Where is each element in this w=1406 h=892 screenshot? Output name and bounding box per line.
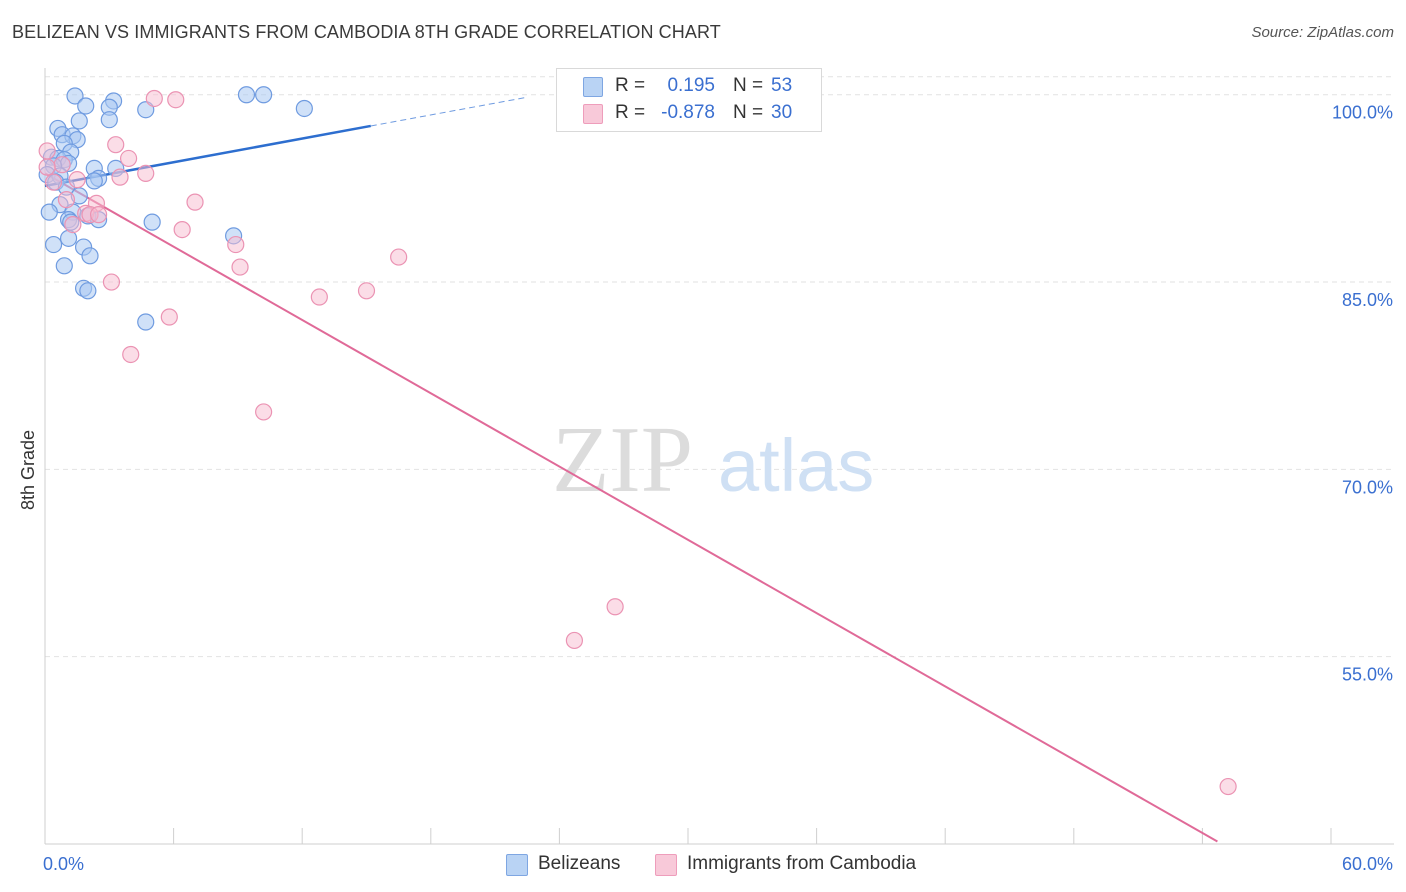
data-point-belizeans bbox=[66, 87, 84, 105]
data-point-cambodia bbox=[186, 193, 204, 211]
source-label: Source: ZipAtlas.com bbox=[1251, 24, 1394, 41]
x-tick-label: 60.0% bbox=[1342, 854, 1393, 874]
data-point-cambodia bbox=[145, 89, 163, 108]
data-point-cambodia bbox=[227, 235, 245, 254]
data-point-cambodia bbox=[231, 258, 249, 276]
y-axis-title: 8th Grade bbox=[18, 430, 38, 510]
data-point-cambodia bbox=[38, 142, 56, 160]
data-point-belizeans bbox=[79, 282, 97, 300]
y-tick-label: 70.0% bbox=[1342, 477, 1393, 497]
data-point-cambodia bbox=[137, 164, 155, 183]
trend-line-cambodia bbox=[44, 172, 1218, 843]
legend-swatch-pink bbox=[583, 104, 603, 124]
data-point-cambodia bbox=[255, 403, 273, 421]
point-layer bbox=[38, 86, 1237, 796]
data-point-cambodia bbox=[122, 345, 140, 364]
data-point-cambodia bbox=[107, 136, 125, 154]
data-point-belizeans bbox=[81, 247, 99, 265]
grid-layer bbox=[45, 76, 1394, 658]
y-tick-label: 85.0% bbox=[1342, 290, 1393, 310]
legend-n-label: N = bbox=[733, 102, 764, 123]
stats-legend: R = 0.195 N = 53 R = -0.878 N = 30 bbox=[556, 68, 822, 132]
axis-layer bbox=[44, 68, 1394, 845]
data-point-cambodia bbox=[57, 191, 76, 209]
data-point-cambodia bbox=[173, 221, 191, 239]
trend-line-belizeans-extension bbox=[370, 96, 528, 127]
legend-n-label: N = bbox=[733, 75, 764, 96]
legend-row-belizeans: R = 0.195 N = 53 bbox=[557, 73, 821, 99]
data-point-cambodia bbox=[68, 171, 86, 189]
y-tick-label: 100.0% bbox=[1332, 103, 1393, 123]
data-point-belizeans bbox=[143, 213, 161, 231]
data-point-cambodia bbox=[167, 91, 185, 109]
data-point-cambodia bbox=[390, 248, 408, 266]
bottom-legend-belizeans[interactable]: Belizeans bbox=[506, 852, 646, 878]
legend-n-value: 53 bbox=[771, 75, 793, 96]
data-point-cambodia bbox=[357, 282, 376, 300]
data-point-cambodia bbox=[38, 158, 56, 176]
y-tick-label: 55.0% bbox=[1342, 665, 1393, 685]
legend-swatch-blue bbox=[583, 77, 603, 97]
data-point-cambodia bbox=[89, 206, 108, 224]
legend-r-value: 0.195 bbox=[667, 75, 715, 96]
data-point-belizeans bbox=[40, 203, 58, 221]
data-point-cambodia bbox=[1219, 777, 1237, 796]
x-tick-label: 0.0% bbox=[43, 854, 84, 874]
legend-r-label: R = bbox=[615, 75, 646, 96]
legend-row-cambodia: R = -0.878 N = 30 bbox=[557, 100, 821, 126]
bottom-legend-label: Immigrants from Cambodia bbox=[687, 853, 917, 874]
label-layer: 100.0% 85.0% 70.0% 55.0% 0.0% 60.0% bbox=[43, 103, 1393, 874]
data-point-cambodia bbox=[160, 308, 178, 326]
data-point-cambodia bbox=[64, 216, 82, 234]
data-point-belizeans bbox=[100, 111, 118, 129]
data-point-cambodia bbox=[119, 149, 138, 168]
data-point-belizeans bbox=[77, 97, 95, 115]
bottom-legend-swatch-blue bbox=[506, 854, 528, 876]
chart-title: BELIZEAN VS IMMIGRANTS FROM CAMBODIA 8TH… bbox=[12, 22, 721, 42]
data-point-belizeans bbox=[237, 86, 256, 104]
legend-r-value: -0.878 bbox=[661, 102, 715, 123]
data-point-belizeans bbox=[44, 235, 63, 254]
watermark-atlas: atlas bbox=[718, 424, 874, 507]
legend-n-value: 30 bbox=[771, 102, 793, 123]
data-point-belizeans bbox=[295, 99, 313, 118]
watermark-zip: ZIP bbox=[552, 408, 693, 512]
legend-r-label: R = bbox=[615, 102, 646, 123]
data-point-cambodia bbox=[53, 156, 71, 174]
data-point-cambodia bbox=[565, 631, 584, 650]
data-point-belizeans bbox=[70, 112, 88, 130]
bottom-legend-swatch-pink bbox=[655, 854, 677, 876]
bottom-legend-label: Belizeans bbox=[538, 853, 621, 874]
data-point-cambodia bbox=[102, 273, 121, 291]
data-point-cambodia bbox=[606, 598, 624, 616]
data-point-belizeans bbox=[55, 257, 73, 275]
data-point-cambodia bbox=[111, 168, 129, 186]
data-point-belizeans bbox=[255, 86, 273, 104]
data-point-belizeans bbox=[85, 172, 103, 190]
data-point-belizeans bbox=[137, 313, 155, 331]
bottom-legend-cambodia[interactable]: Immigrants from Cambodia bbox=[655, 852, 955, 878]
data-point-cambodia bbox=[44, 173, 63, 191]
data-point-cambodia bbox=[310, 288, 328, 306]
